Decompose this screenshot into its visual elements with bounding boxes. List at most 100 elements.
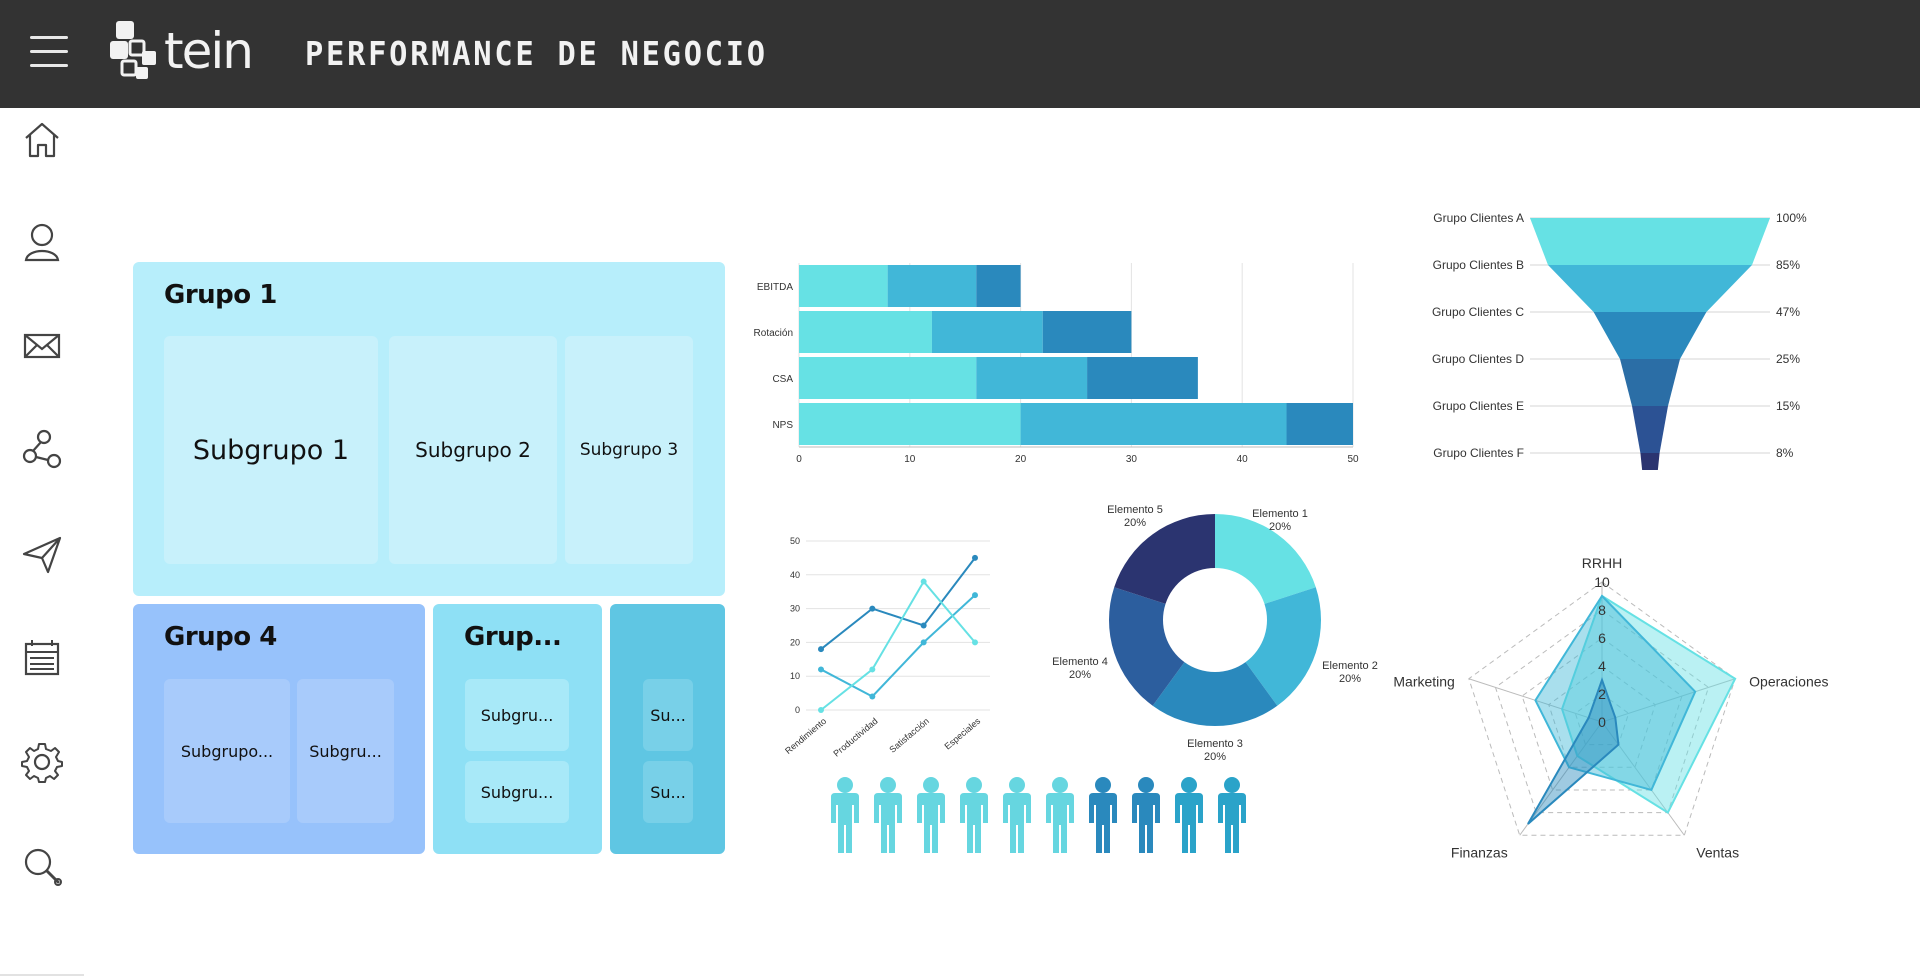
data-point bbox=[869, 666, 876, 673]
calendar-icon[interactable] bbox=[20, 636, 64, 680]
radar-axis-label: Marketing bbox=[1393, 674, 1454, 690]
treemap-group-5[interactable]: Grup... Subgru... Subgru... bbox=[433, 604, 602, 854]
funnel-segment bbox=[1530, 218, 1770, 265]
person-icon bbox=[1003, 777, 1031, 853]
person-icon bbox=[917, 777, 945, 853]
user-icon[interactable] bbox=[20, 220, 64, 264]
person-icon bbox=[831, 777, 859, 853]
treemap-group-title: Grup... bbox=[464, 622, 562, 652]
funnel-value-label: 47% bbox=[1776, 305, 1800, 319]
radar-ring bbox=[1574, 693, 1630, 746]
radar-tick-label: 4 bbox=[1598, 658, 1606, 674]
treemap-subgroup-label: Subgru... bbox=[480, 782, 554, 802]
treemap-subgroup-label: Su... bbox=[650, 705, 686, 725]
treemap-subgroup[interactable]: Su... bbox=[643, 761, 693, 823]
donut-slice bbox=[1152, 662, 1278, 726]
data-point bbox=[818, 646, 824, 653]
treemap-subgroup[interactable]: Su... bbox=[643, 679, 693, 751]
slice-value-label: 20% bbox=[1204, 751, 1226, 760]
radar-tick-label: 2 bbox=[1598, 686, 1606, 702]
slice-label: Elemento 4 bbox=[1052, 656, 1108, 668]
bar-segment bbox=[799, 311, 932, 353]
bar-segment bbox=[799, 265, 888, 307]
donut-chart: Elemento 1 20% Elemento 2 20% Elemento 3 20% E… bbox=[1040, 495, 1380, 763]
radar-chart-svg: 0 2 4 6 8 10 RRHH Operaciones Ventas Finanzas Mark… bbox=[1393, 555, 1828, 860]
category-label: Productividad bbox=[831, 716, 879, 759]
treemap-subgroup[interactable]: Subgrupo 3 bbox=[565, 336, 693, 564]
treemap-subgroup-label: Su... bbox=[650, 782, 686, 802]
funnel-segment bbox=[1632, 406, 1668, 453]
funnel-category-label: Grupo Clientes D bbox=[1432, 352, 1524, 366]
treemap-group-6[interactable]: Su... Su... bbox=[610, 604, 725, 854]
logo[interactable]: tein bbox=[108, 18, 254, 84]
treemap-group-title: Grupo 1 bbox=[164, 280, 277, 310]
radar-chart: 0 2 4 6 8 10 RRHH Operaciones Ventas Finanzas Mark… bbox=[1390, 545, 1850, 865]
bar-segment bbox=[1042, 311, 1132, 353]
logo-text: tein bbox=[164, 22, 254, 80]
data-point bbox=[972, 639, 978, 646]
radar-ring bbox=[1494, 609, 1710, 814]
treemap-group-1[interactable]: Grupo 1 Subgrupo 1 Subgrupo 2 Subgrupo 3 bbox=[133, 262, 725, 596]
funnel-segment bbox=[1640, 453, 1660, 500]
donut-slice bbox=[1245, 587, 1321, 706]
home-icon[interactable] bbox=[20, 118, 64, 162]
gear-icon[interactable] bbox=[20, 740, 64, 784]
radar-axis-label: Ventas bbox=[1696, 844, 1739, 860]
radar-spoke bbox=[1601, 678, 1736, 723]
funnel-chart-svg: Grupo Clientes A 100% Grupo Clientes B 85% G… bbox=[1432, 211, 1807, 500]
share-icon[interactable] bbox=[20, 428, 64, 472]
treemap-subgroup[interactable]: Subgrupo... bbox=[164, 679, 290, 823]
funnel-category-label: Grupo Clientes F bbox=[1433, 446, 1524, 460]
stacked-bar-chart: 0 10 20 30 40 50 EBITDA Rotación CSA NPS bbox=[740, 255, 1370, 470]
tick-label: 50 bbox=[790, 536, 800, 546]
stacked-bar-chart-svg: 0 10 20 30 40 50 EBITDA Rotación CSA NPS bbox=[754, 263, 1359, 465]
slice-label: Elemento 1 bbox=[1252, 508, 1308, 520]
treemap-subgroup[interactable]: Subgru... bbox=[465, 679, 569, 751]
data-point bbox=[920, 639, 927, 646]
bar-segment bbox=[887, 265, 977, 307]
top-bar: tein PERFORMANCE DE NEGOCIO bbox=[0, 0, 1920, 108]
mail-icon[interactable] bbox=[20, 324, 64, 368]
people-pictogram-svg bbox=[831, 777, 1246, 853]
treemap-subgroup[interactable]: Subgrupo 2 bbox=[389, 336, 557, 564]
treemap-subgroup-label: Subgrupo 1 bbox=[192, 434, 350, 466]
tick-label: 30 bbox=[790, 604, 800, 614]
radar-tick-label: 6 bbox=[1598, 630, 1606, 646]
funnel-segment bbox=[1620, 359, 1680, 406]
donut-slice bbox=[1114, 514, 1215, 604]
treemap-group-4[interactable]: Grupo 4 Subgrupo... Subgru... bbox=[133, 604, 425, 854]
search-icon[interactable] bbox=[20, 844, 64, 888]
treemap-subgroup[interactable]: Subgru... bbox=[465, 761, 569, 823]
sidebar bbox=[0, 108, 84, 980]
radar-series bbox=[1560, 594, 1737, 815]
person-icon bbox=[1175, 777, 1203, 853]
treemap-group-title: Grupo 4 bbox=[164, 622, 277, 652]
hamburger-menu-icon[interactable] bbox=[30, 33, 70, 73]
slice-value-label: 20% bbox=[1339, 673, 1361, 685]
bar-segment bbox=[1286, 403, 1353, 445]
radar-tick-label: 10 bbox=[1594, 574, 1610, 590]
treemap-subgroup-label: Subgrupo... bbox=[180, 741, 274, 761]
bar-segment bbox=[1020, 403, 1287, 445]
bar-segment bbox=[799, 403, 1021, 445]
funnel-category-label: Grupo Clientes B bbox=[1433, 258, 1524, 272]
tick-label: 10 bbox=[904, 454, 916, 465]
radar-axis-label: RRHH bbox=[1582, 555, 1622, 571]
radar-spoke bbox=[1601, 721, 1685, 836]
funnel-category-label: Grupo Clientes A bbox=[1433, 211, 1524, 225]
treemap-subgroup[interactable]: Subgru... bbox=[297, 679, 394, 823]
radar-ring bbox=[1468, 581, 1736, 836]
person-icon bbox=[874, 777, 902, 853]
data-point bbox=[869, 605, 876, 612]
send-icon[interactable] bbox=[20, 532, 64, 576]
data-point bbox=[972, 592, 978, 599]
bar-segment bbox=[976, 265, 1021, 307]
category-label: Satisfacción bbox=[887, 716, 931, 755]
line-chart: 0 10 20 30 40 50 Rendimiento Productividad Satis… bbox=[780, 525, 1010, 770]
line-chart-svg: 0 10 20 30 40 50 Rendimiento Productividad Satis… bbox=[783, 536, 990, 759]
treemap-subgroup[interactable]: Subgrupo 1 bbox=[164, 336, 378, 564]
treemap-subgroup-label: Subgrupo 2 bbox=[415, 438, 531, 462]
person-icon bbox=[1218, 777, 1246, 853]
slice-value-label: 20% bbox=[1124, 517, 1146, 529]
tick-label: 50 bbox=[1347, 454, 1359, 465]
